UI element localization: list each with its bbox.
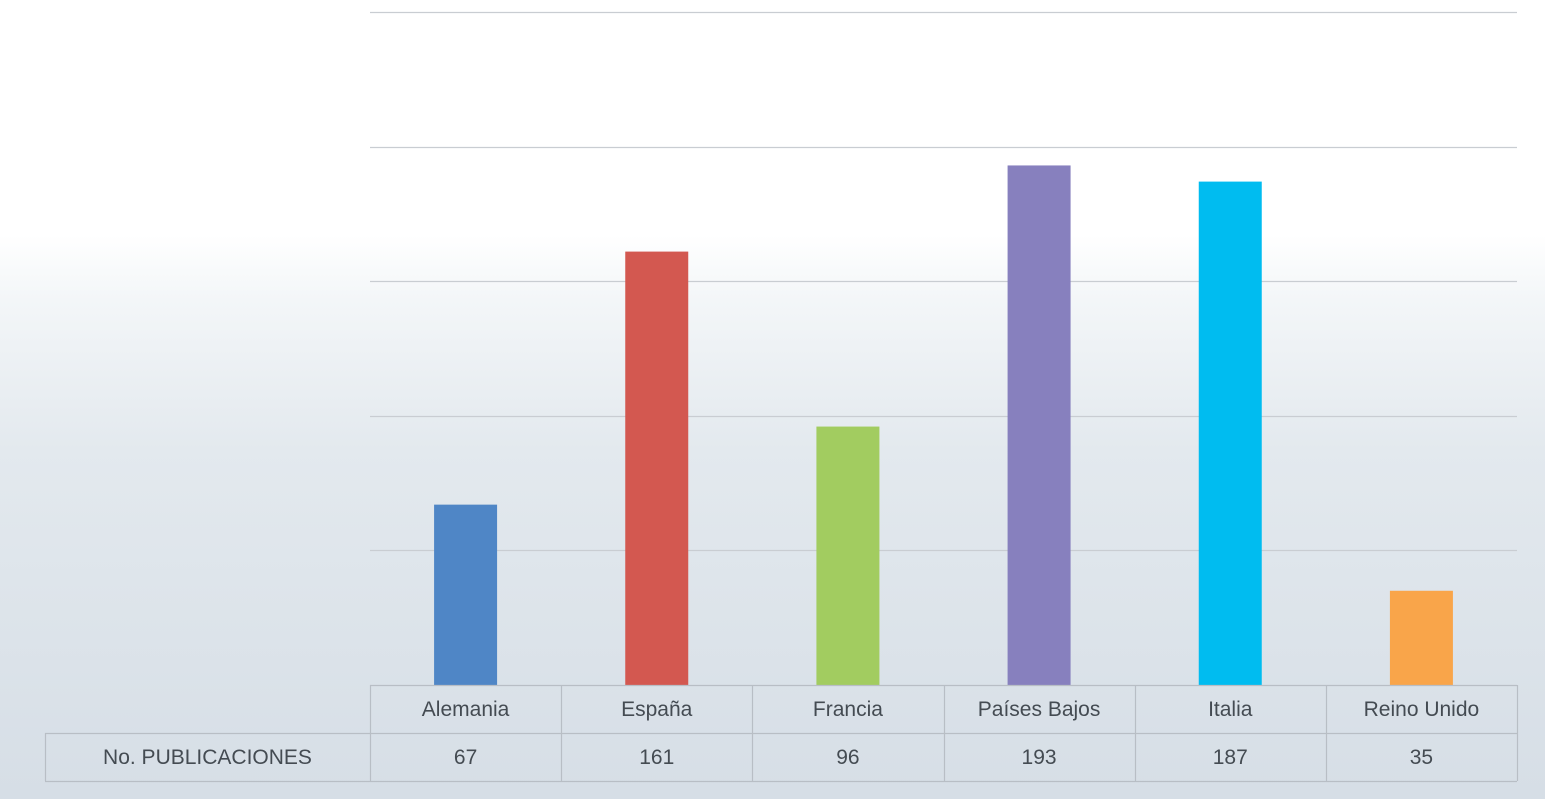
bar-3	[1007, 165, 1071, 686]
data-value-label: 67	[454, 746, 477, 769]
bar-4	[1198, 181, 1262, 685]
bars	[434, 165, 1453, 686]
data-value-label: 96	[836, 746, 859, 769]
category-label: Italia	[1208, 698, 1253, 721]
data-value-label: 161	[639, 746, 674, 769]
data-value-label: 35	[1410, 746, 1433, 769]
category-label: Alemania	[422, 698, 510, 721]
bar-2	[816, 426, 880, 685]
gridlines	[370, 11, 1517, 552]
category-label: Francia	[813, 698, 883, 721]
bar-1	[625, 251, 689, 685]
data-value-label: 187	[1213, 746, 1248, 769]
series-name-label: No. PUBLICACIONES	[103, 746, 312, 769]
bar-5	[1389, 590, 1453, 685]
category-label: Reino Unido	[1364, 698, 1480, 721]
category-label: España	[621, 698, 693, 721]
data-table: Alemania España Francia Países Bajos Italia R…	[44, 684, 1519, 783]
category-label: Países Bajos	[978, 698, 1101, 721]
bar-0	[434, 504, 498, 685]
data-value-label: 193	[1022, 746, 1057, 769]
